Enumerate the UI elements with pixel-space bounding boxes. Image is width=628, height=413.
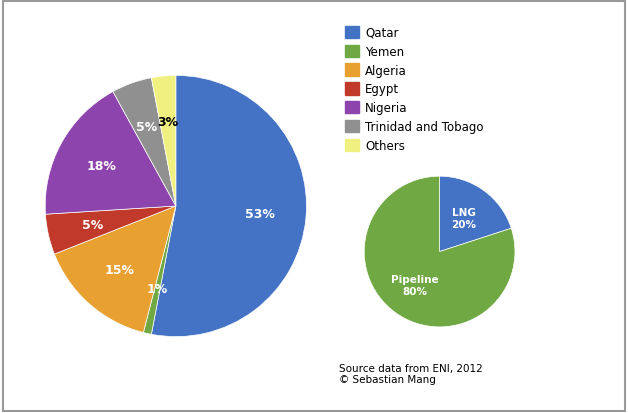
Text: 3%: 3% xyxy=(157,116,178,129)
Text: LNG
20%: LNG 20% xyxy=(452,208,477,229)
Wedge shape xyxy=(364,177,515,327)
Text: 53%: 53% xyxy=(246,208,275,221)
Text: 5%: 5% xyxy=(82,218,104,231)
Wedge shape xyxy=(440,177,511,252)
Wedge shape xyxy=(55,206,176,333)
Legend: Qatar, Yemen, Algeria, Egypt, Nigeria, Trinidad and Tobago, Others: Qatar, Yemen, Algeria, Egypt, Nigeria, T… xyxy=(345,26,484,153)
Text: Pipeline
80%: Pipeline 80% xyxy=(391,275,439,296)
Text: 5%: 5% xyxy=(136,120,158,133)
Wedge shape xyxy=(113,78,176,206)
Wedge shape xyxy=(45,206,176,254)
Text: 18%: 18% xyxy=(87,159,116,172)
Wedge shape xyxy=(151,76,176,206)
Text: Source data from ENI, 2012
© Sebastian Mang: Source data from ENI, 2012 © Sebastian M… xyxy=(339,363,483,385)
Wedge shape xyxy=(45,93,176,215)
Wedge shape xyxy=(143,206,176,335)
Text: 1%: 1% xyxy=(147,282,168,296)
Wedge shape xyxy=(151,76,306,337)
Text: 15%: 15% xyxy=(105,263,134,277)
